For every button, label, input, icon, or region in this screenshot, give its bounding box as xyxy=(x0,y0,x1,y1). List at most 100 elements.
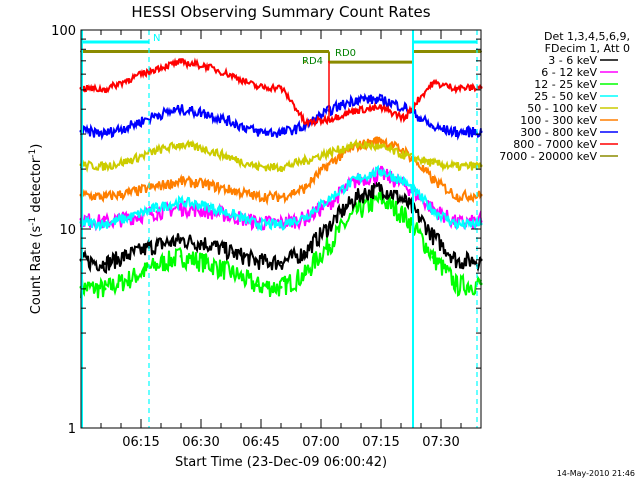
y-tick-label-2: 100 xyxy=(51,24,76,39)
data-point-6-6 xyxy=(231,121,235,125)
data-point-3-11 xyxy=(355,177,359,181)
legend-header-2: FDecim 1, Att 0 xyxy=(545,42,630,55)
data-point-6-1 xyxy=(103,131,107,135)
series-6 xyxy=(79,92,483,141)
data-point-0-2 xyxy=(127,253,131,257)
data-point-2-4 xyxy=(179,254,183,258)
legend-label-2: 12 - 25 keV xyxy=(534,78,597,91)
data-point-4-12 xyxy=(379,145,383,149)
legend: Det 1,3,4,5,6,9, FDecim 1, Att 0 3 - 6 k… xyxy=(499,30,630,163)
data-point-2-1 xyxy=(103,287,107,291)
data-point-7-12 xyxy=(379,106,383,110)
data-point-5-6 xyxy=(231,189,235,193)
data-point-8-8 xyxy=(280,50,282,53)
data-point-4-1 xyxy=(103,165,107,169)
data-point-2-12 xyxy=(379,197,383,201)
data-point-3-4 xyxy=(179,200,183,204)
data-point-5-4 xyxy=(179,179,183,183)
data-point-3-5 xyxy=(203,204,207,208)
data-point-7-15 xyxy=(455,86,459,90)
data-point-7-1 xyxy=(103,88,107,92)
data-point-4-3 xyxy=(155,149,159,153)
data-point-4-10 xyxy=(327,151,331,155)
data-point-4-11 xyxy=(355,142,359,146)
data-point-5-15 xyxy=(455,194,459,198)
legend-label-3: 25 - 50 keV xyxy=(534,90,597,103)
y-tick-label-0: 1 xyxy=(68,422,76,437)
data-point-5-2 xyxy=(127,191,131,195)
data-point-6-4 xyxy=(179,107,183,111)
data-point-3-1 xyxy=(103,222,107,226)
data-point-5-5 xyxy=(203,182,207,186)
data-point-0-11 xyxy=(355,195,359,199)
data-point-0-10 xyxy=(327,224,331,228)
y-tick-label-1: 10 xyxy=(59,223,76,238)
data-point-5-9 xyxy=(303,186,307,190)
data-point-8-2 xyxy=(128,50,130,53)
data-point-2-2 xyxy=(127,277,131,281)
data-point-2-10 xyxy=(327,243,331,247)
data-point-5-10 xyxy=(327,162,331,166)
data-point-8-5 xyxy=(204,50,206,53)
data-point-3-13 xyxy=(403,181,407,185)
data-point-2-3 xyxy=(155,263,159,267)
data-point-2-9 xyxy=(303,273,307,277)
data-point-6-5 xyxy=(203,111,207,115)
data-point-5-1 xyxy=(103,195,107,199)
data-point-4-14 xyxy=(431,161,435,165)
data-point-0-13 xyxy=(403,199,407,203)
data-point-3-10 xyxy=(327,197,331,201)
data-point-7-4 xyxy=(179,60,183,64)
data-point-6-13 xyxy=(403,105,407,109)
data-point-2-11 xyxy=(355,209,359,213)
series-7 xyxy=(79,57,483,128)
data-point-8-4 xyxy=(180,50,182,53)
data-point-0-6 xyxy=(231,251,235,255)
data-point-8-14 xyxy=(432,50,434,53)
data-point-4-2 xyxy=(127,159,131,163)
data-point-7-14 xyxy=(431,81,435,85)
data-point-0-14 xyxy=(431,234,435,238)
data-point-3-3 xyxy=(155,206,159,210)
data-point-2-6 xyxy=(231,271,235,275)
data-point-8-1 xyxy=(104,50,106,53)
data-point-2-8 xyxy=(279,285,283,289)
series-line-4 xyxy=(80,138,482,173)
data-point-3-7 xyxy=(255,222,259,226)
legend-label-7: 800 - 7000 keV xyxy=(513,138,597,151)
data-point-4-9 xyxy=(303,159,307,163)
y-axis-label-exponent2: -1 xyxy=(28,149,38,158)
legend-label-8: 7000 - 20000 keV xyxy=(499,150,597,163)
data-point-3-8 xyxy=(279,223,283,227)
data-point-3-14 xyxy=(431,208,435,212)
chart-title: HESSI Observing Summary Count Rates xyxy=(131,3,430,21)
data-point-8-13 xyxy=(404,61,406,64)
data-point-7-7 xyxy=(255,85,259,89)
data-point-3-9 xyxy=(303,215,307,219)
data-point-8-9 xyxy=(304,61,306,64)
data-point-2-15 xyxy=(455,284,459,288)
data-point-6-11 xyxy=(355,97,359,101)
data-point-7-11 xyxy=(355,108,359,112)
data-point-2-5 xyxy=(203,260,207,264)
ticks-layer: 1 10 100 06:15 06:30 06:45 07:00 07:15 07:30 xyxy=(51,24,481,450)
data-point-7-8 xyxy=(279,86,283,90)
data-point-5-7 xyxy=(255,194,259,198)
legend-label-1: 6 - 12 keV xyxy=(541,66,597,79)
legend-label-4: 50 - 100 keV xyxy=(527,102,597,115)
cyan-marker-label: N xyxy=(153,33,160,44)
data-point-8-15 xyxy=(456,50,458,53)
data-point-6-14 xyxy=(431,125,435,129)
data-point-7-9 xyxy=(303,121,307,125)
data-point-4-5 xyxy=(203,147,207,151)
series-8 xyxy=(80,49,482,64)
data-point-6-2 xyxy=(127,124,131,128)
x-tick-label-0: 06:15 xyxy=(122,435,159,450)
data-point-0-1 xyxy=(103,262,107,266)
y-axis-label: Count Rate (s-1 detector-1) xyxy=(28,144,44,315)
data-point-8-3 xyxy=(156,50,158,53)
attenuator-label-rd0: RD0 xyxy=(335,48,356,59)
data-point-8-7 xyxy=(256,50,258,53)
data-point-8-12 xyxy=(380,61,382,64)
data-point-6-12 xyxy=(379,98,383,102)
